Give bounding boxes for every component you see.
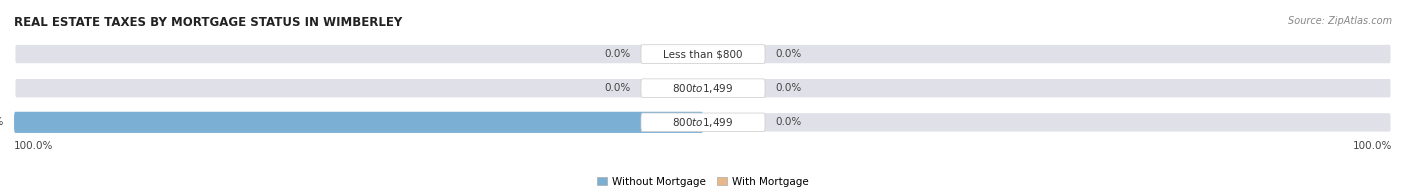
FancyBboxPatch shape — [14, 78, 1392, 99]
FancyBboxPatch shape — [641, 79, 765, 98]
Text: 0.0%: 0.0% — [775, 117, 801, 127]
FancyBboxPatch shape — [641, 45, 765, 63]
FancyBboxPatch shape — [14, 112, 703, 133]
FancyBboxPatch shape — [641, 113, 765, 132]
Text: 0.0%: 0.0% — [775, 83, 801, 93]
FancyBboxPatch shape — [14, 112, 1392, 133]
Text: Source: ZipAtlas.com: Source: ZipAtlas.com — [1288, 16, 1392, 26]
Text: 100.0%: 100.0% — [0, 117, 4, 127]
Text: $800 to $1,499: $800 to $1,499 — [672, 116, 734, 129]
Legend: Without Mortgage, With Mortgage: Without Mortgage, With Mortgage — [593, 173, 813, 191]
Text: REAL ESTATE TAXES BY MORTGAGE STATUS IN WIMBERLEY: REAL ESTATE TAXES BY MORTGAGE STATUS IN … — [14, 16, 402, 29]
FancyBboxPatch shape — [14, 44, 1392, 65]
Text: 0.0%: 0.0% — [605, 83, 631, 93]
Text: 100.0%: 100.0% — [1353, 141, 1392, 151]
Text: 100.0%: 100.0% — [14, 141, 53, 151]
Text: $800 to $1,499: $800 to $1,499 — [672, 82, 734, 95]
Text: 0.0%: 0.0% — [605, 49, 631, 59]
Text: 0.0%: 0.0% — [775, 49, 801, 59]
Text: Less than $800: Less than $800 — [664, 49, 742, 59]
